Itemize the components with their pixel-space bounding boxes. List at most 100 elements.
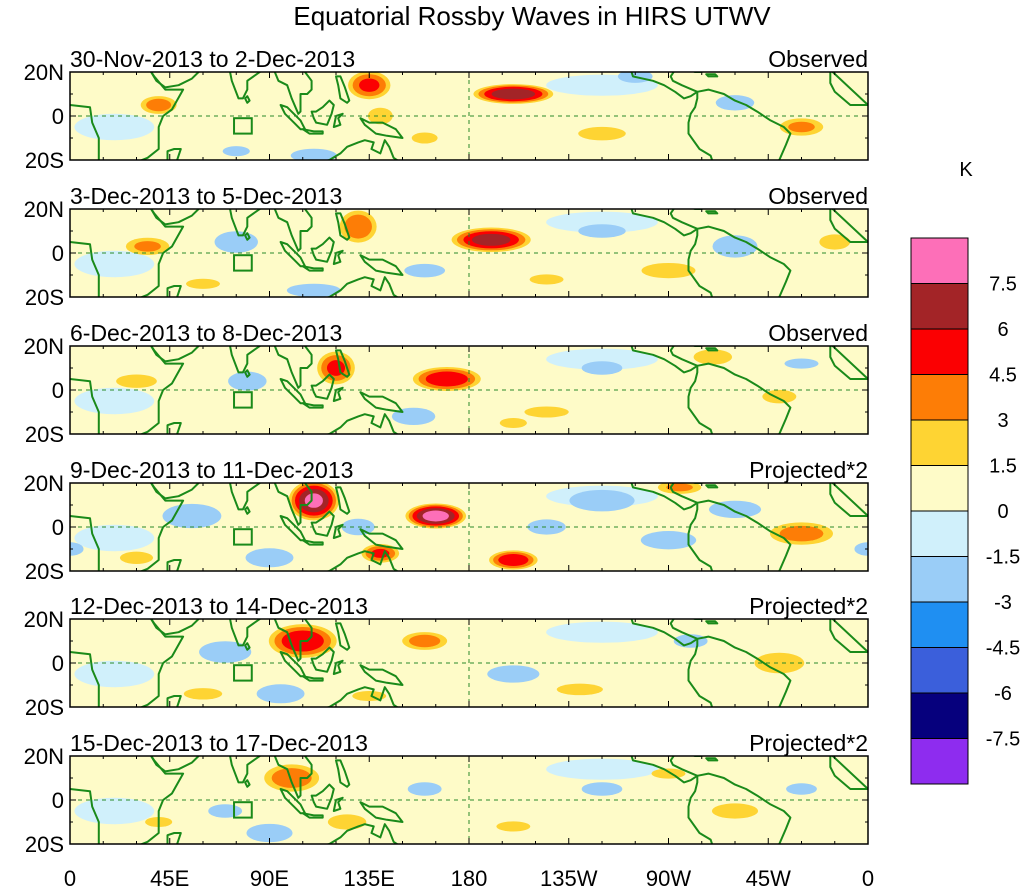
coastline-borneo <box>310 510 335 537</box>
anomaly-contour <box>214 231 258 253</box>
coastline-hispaniola <box>705 620 719 625</box>
anomaly-contour <box>74 387 155 415</box>
anomaly-field <box>74 210 851 297</box>
anomaly-contour <box>271 768 312 788</box>
anomaly-contour <box>498 554 529 566</box>
anomaly-contour <box>491 88 536 100</box>
anomaly-contour <box>499 417 527 429</box>
panel-status: Observed <box>768 183 868 209</box>
panel-status: Observed <box>768 320 868 346</box>
anomaly-contour <box>754 652 805 674</box>
y-tick-label: 20N <box>24 607 64 632</box>
coastline-arabia <box>149 756 200 773</box>
anomaly-contour <box>578 224 626 238</box>
map-panel: 6-Dec-2013 to 8-Dec-2013 Observed 20N 0 20S <box>24 320 869 447</box>
coastline-centralam <box>630 209 699 237</box>
y-tick-label: 0 <box>52 651 64 676</box>
anomaly-contour <box>715 95 755 111</box>
anomaly-contour <box>487 665 540 683</box>
anomaly-contour <box>422 510 449 522</box>
coastline-hispaniola <box>705 484 719 489</box>
anomaly-contour <box>134 241 161 252</box>
coastline-australia <box>325 139 399 160</box>
y-tick-label: 20S <box>25 559 64 584</box>
coastline-westafrica_tip <box>829 619 868 653</box>
coastlines <box>70 346 868 434</box>
anomaly-contour <box>711 803 759 819</box>
coastline-sulawesi <box>332 249 344 265</box>
coastline-srilanka <box>244 779 251 788</box>
anomaly-contour <box>146 98 172 112</box>
colorbar-swatch <box>910 237 969 284</box>
colorbar-tick-label: 1.5 <box>989 456 1017 478</box>
y-tick-label: 20S <box>25 695 64 720</box>
coastline-arabia <box>149 346 200 363</box>
anomaly-contour <box>784 358 819 369</box>
anomaly-contour <box>527 519 566 535</box>
coastline-srilanka <box>244 369 251 378</box>
anomaly-contour <box>641 262 696 279</box>
colorbar-swatch <box>910 647 969 694</box>
panel-date-range: 15-Dec-2013 to 17-Dec-2013 <box>70 730 368 756</box>
anomaly-contour <box>74 113 155 141</box>
coastline-newguinea <box>359 664 404 686</box>
coastline-centralam <box>630 483 699 511</box>
coastline-hispaniola <box>705 757 719 762</box>
x-tick-label: 45E <box>150 866 189 890</box>
coastline-hispaniola <box>705 73 719 78</box>
y-tick-label: 20N <box>24 197 64 222</box>
coastline-southam <box>687 772 792 844</box>
coastline-borneo <box>310 783 335 810</box>
y-tick-label: 20N <box>24 744 64 769</box>
anomaly-contour <box>70 542 84 556</box>
map-panel: 15-Dec-2013 to 17-Dec-2013 Projected*2 20N… <box>24 730 869 857</box>
coastline-srilanka <box>244 95 251 104</box>
anomaly-field <box>74 348 819 429</box>
coastline-westafrica_tip <box>829 346 868 380</box>
coastline-india <box>229 619 262 647</box>
anomaly-contour <box>788 121 815 133</box>
coastline-java <box>301 265 324 272</box>
anomaly-contour <box>409 634 441 648</box>
anomaly-contour <box>186 278 220 289</box>
coastline-centralam <box>630 756 699 784</box>
coastline-africa <box>70 346 185 434</box>
coastline-madagascar <box>166 148 182 160</box>
coastline-srilanka <box>244 232 251 241</box>
anomaly-contour <box>183 688 223 700</box>
index-region-box <box>233 117 253 135</box>
anomaly-contour <box>496 821 531 832</box>
anomaly-contour <box>712 235 758 258</box>
coastline-india <box>229 756 262 784</box>
coastline-sea <box>273 483 313 526</box>
y-tick-label: 20S <box>25 148 64 173</box>
panel-status: Observed <box>768 46 868 72</box>
coastline-westafrica_tip <box>829 209 868 243</box>
anomaly-contour <box>819 234 851 250</box>
coastline-java <box>301 402 324 409</box>
coastline-java <box>301 675 324 682</box>
coastline-borneo <box>310 373 335 400</box>
index-region-box <box>233 254 253 272</box>
anomaly-contour <box>546 211 658 233</box>
coastline-borneo <box>310 646 335 673</box>
coastline-madagascar <box>166 832 182 844</box>
anomaly-contour <box>524 406 569 418</box>
colorbar-tick-label: -6 <box>994 683 1012 705</box>
colorbar-swatch <box>910 692 969 739</box>
coastline-philippines <box>335 622 351 651</box>
colorbar-tick-label: -1.5 <box>986 547 1020 569</box>
coastline-hispaniola <box>705 210 719 215</box>
map-panel: 9-Dec-2013 to 11-Dec-2013 Projected*2 20N 0… <box>24 457 869 584</box>
coastline-newguinea <box>359 117 404 139</box>
coastline-sulawesi <box>332 523 344 539</box>
anomaly-contour <box>854 542 868 556</box>
x-axis: 0 45E 90E 135E 180 135W 90W 45W 0 <box>64 866 874 890</box>
coastline-newguinea <box>359 801 404 823</box>
coastline-madagascar <box>166 285 182 297</box>
x-tick-label: 180 <box>451 866 488 890</box>
colorbar-swatch <box>910 419 969 466</box>
colorbar-tick-label: 0 <box>997 501 1008 523</box>
anomaly-contour <box>411 132 438 144</box>
coastline-sea <box>273 756 313 799</box>
